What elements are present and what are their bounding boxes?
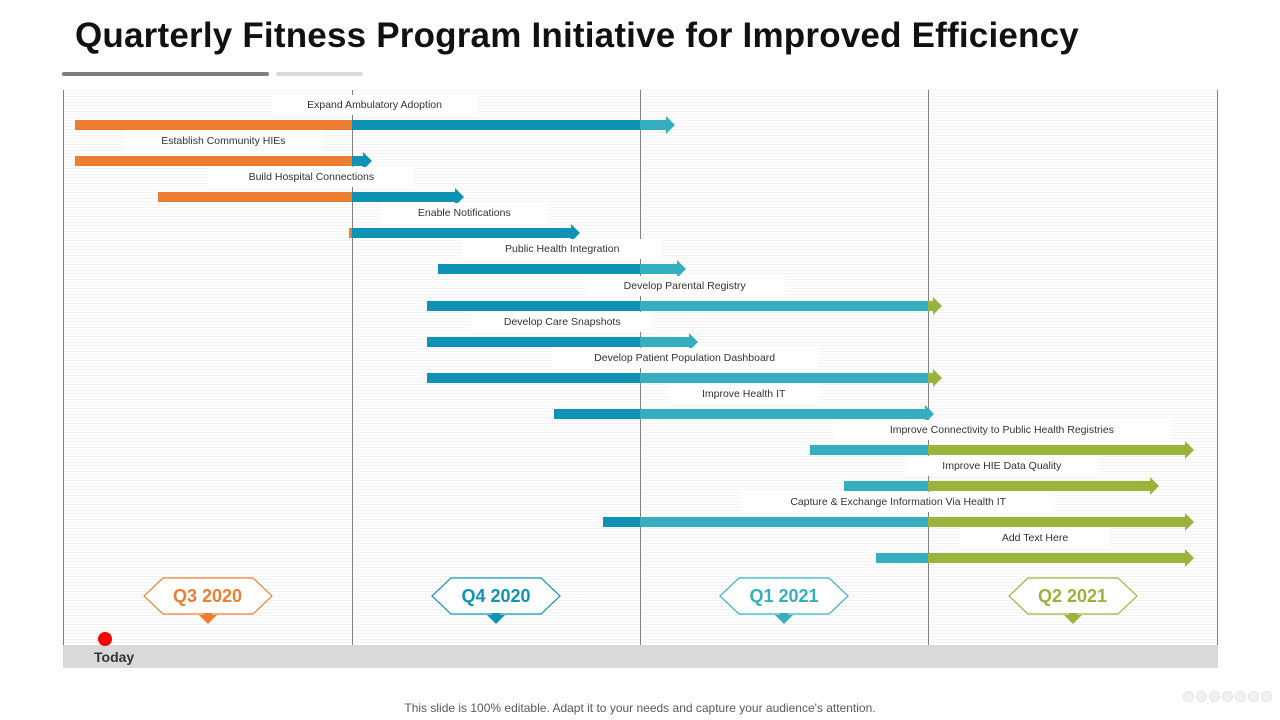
task-arrow-icon <box>933 368 943 387</box>
task-arrow-icon <box>677 260 687 279</box>
quarter-badge: Q4 2020 <box>431 577 561 615</box>
task-bar-segment <box>809 444 928 455</box>
page-title: Quarterly Fitness Program Initiative for… <box>75 16 1079 55</box>
quarter-label: Q3 2020 <box>172 586 243 606</box>
task-arrow-icon <box>924 404 934 423</box>
task-bar-segment <box>844 481 928 491</box>
task-bar-segment <box>352 228 571 239</box>
task-bar-segment <box>640 120 666 130</box>
title-underline-secondary <box>276 72 363 76</box>
task-arrow-icon <box>933 296 943 315</box>
task-arrow-icon <box>1184 549 1194 568</box>
today-label: Today <box>94 649 135 665</box>
task-arrow-icon <box>665 116 675 134</box>
today-marker-icon <box>98 632 112 646</box>
task-bar-segment <box>553 408 640 419</box>
task-label: Improve HIE Data Quality <box>904 456 1099 476</box>
task-bar-segment <box>928 553 1185 564</box>
task-arrow-icon <box>570 224 580 243</box>
task-bar-segment <box>352 120 640 130</box>
task-bar-segment <box>928 517 1185 528</box>
task-arrow-icon <box>363 152 373 171</box>
quarter-label: Q4 2020 <box>461 586 531 606</box>
pagination-dot-icon[interactable] <box>1261 691 1272 702</box>
task-bar-segment <box>426 372 640 383</box>
chart-border-line <box>63 90 64 668</box>
task-bar-segment <box>640 300 928 311</box>
quarter-badge: Q1 2021 <box>719 577 849 615</box>
task-bar-segment <box>640 517 928 528</box>
task-bar-segment <box>352 156 364 167</box>
quarter-badge: Q2 2021 <box>1007 577 1138 615</box>
task-label: Establish Community HIEs <box>123 131 324 152</box>
task-bar-segment <box>158 192 352 203</box>
quarter-pointer-icon <box>1063 615 1082 624</box>
task-bar-segment <box>74 120 352 130</box>
task-label: Improve Health IT <box>667 383 820 404</box>
pagination-dot-icon[interactable] <box>1183 691 1194 702</box>
task-arrow-icon <box>688 332 698 351</box>
task-label: Expand Ambulatory Adoption <box>271 95 478 115</box>
task-bar-segment <box>928 300 934 311</box>
task-bar-segment <box>74 156 352 167</box>
quarter-divider-line <box>352 90 353 668</box>
quarter-pointer-icon <box>198 615 217 624</box>
task-bar-segment <box>349 228 352 239</box>
task-bar-segment <box>352 192 456 203</box>
task-bar-segment <box>426 300 640 311</box>
task-label: Public Health Integration <box>462 239 663 260</box>
task-label: Improve Connectivity to Public Health Re… <box>832 419 1171 440</box>
quarter-label: Q2 2021 <box>1037 586 1108 606</box>
task-bar-segment <box>928 444 1185 455</box>
task-bar-segment <box>640 372 928 383</box>
task-bar-segment <box>640 264 678 275</box>
task-arrow-icon <box>1184 440 1194 459</box>
task-label: Enable Notifications <box>379 203 550 224</box>
chart-border-line <box>1217 90 1218 668</box>
task-arrow-icon <box>1150 477 1160 495</box>
task-bar-segment <box>602 517 640 528</box>
quarter-label: Q1 2021 <box>749 586 819 606</box>
pagination-dot-icon[interactable] <box>1196 691 1207 702</box>
task-bar-segment <box>876 553 928 564</box>
task-label: Develop Patient Population Dashboard <box>551 347 818 368</box>
pagination-dot-icon[interactable] <box>1222 691 1233 702</box>
task-arrow-icon <box>455 188 465 207</box>
task-label: Develop Parental Registry <box>584 275 785 296</box>
task-label: Add Text Here <box>960 528 1111 549</box>
timeline-band <box>63 645 1218 668</box>
task-bar-segment <box>426 336 640 347</box>
quarter-pointer-icon <box>487 615 505 624</box>
quarter-badge: Q3 2020 <box>142 577 273 615</box>
pagination-dot-icon[interactable] <box>1235 691 1246 702</box>
task-bar-segment <box>640 408 925 419</box>
task-label: Develop Care Snapshots <box>471 311 654 332</box>
footer-note: This slide is 100% editable. Adapt it to… <box>404 701 876 715</box>
pagination-dot-icon[interactable] <box>1209 691 1220 702</box>
task-arrow-icon <box>1184 513 1194 532</box>
title-underline-primary <box>62 72 269 76</box>
task-bar-segment <box>640 336 689 347</box>
pagination-dot-icon[interactable] <box>1248 691 1259 702</box>
quarter-pointer-icon <box>775 615 793 624</box>
task-label: Build Hospital Connections <box>208 167 415 188</box>
task-bar-segment <box>928 481 1151 491</box>
task-bar-segment <box>438 264 640 275</box>
task-label: Capture & Exchange Information Via Healt… <box>741 492 1056 513</box>
task-bar-segment <box>928 372 934 383</box>
